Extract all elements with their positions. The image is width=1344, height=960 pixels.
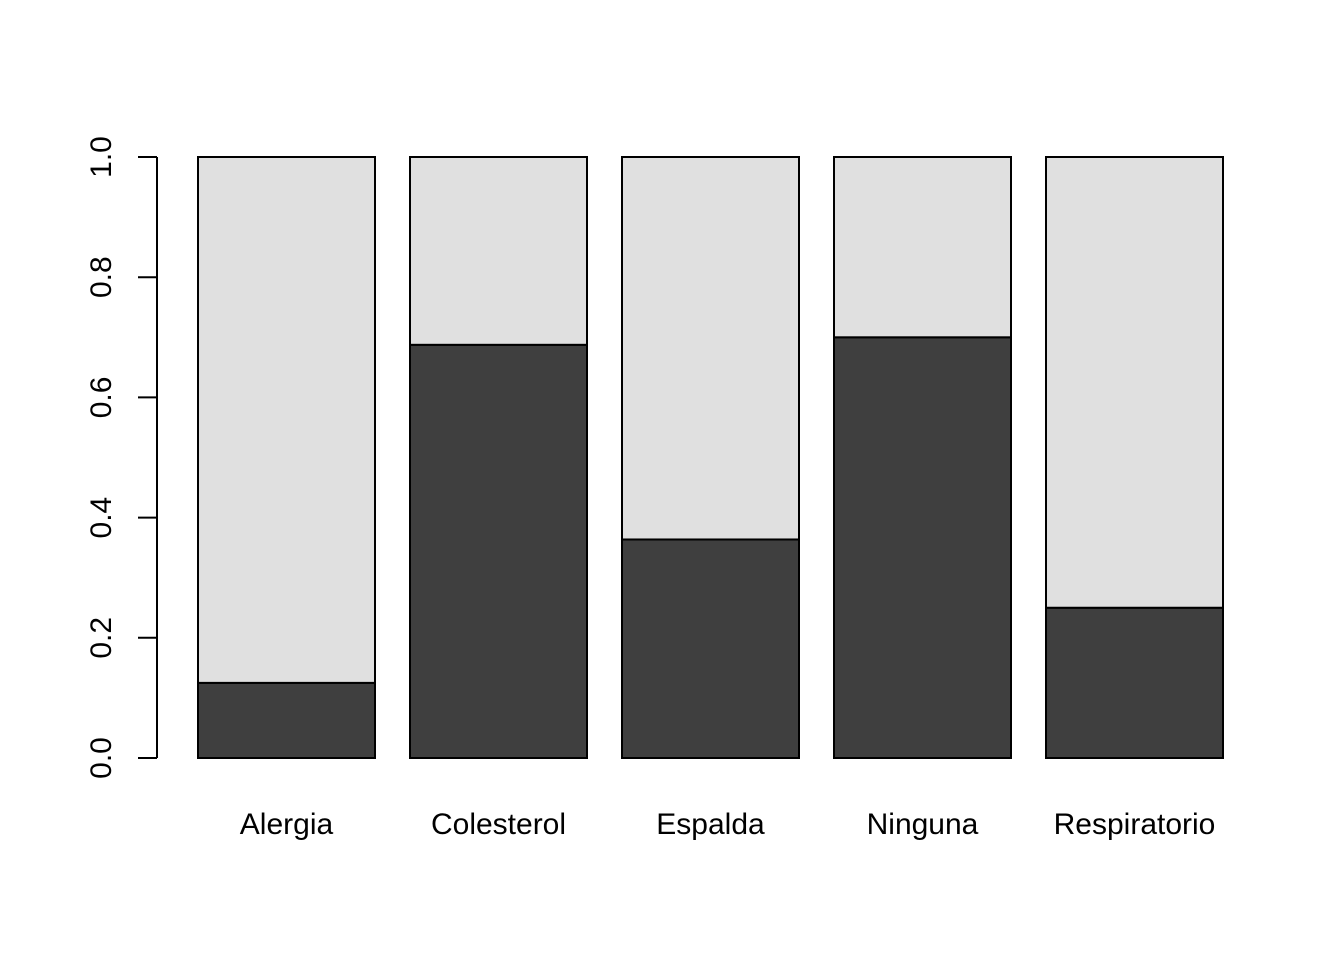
y-tick-label: 1.0	[85, 136, 118, 178]
bar-respiratorio-segment-1	[1045, 606, 1224, 759]
x-category-label: Ninguna	[867, 808, 979, 841]
x-category-label: Respiratorio	[1054, 808, 1216, 841]
bar-alergia-segment-2	[197, 156, 376, 684]
y-tick-label: 0.0	[85, 737, 118, 779]
bars-group	[197, 156, 1224, 759]
bar-alergia-segment-1	[197, 681, 376, 759]
y-tick-label: 0.4	[85, 497, 118, 539]
bar-colesterol-segment-1	[409, 343, 588, 759]
x-category-label: Alergia	[240, 808, 334, 841]
y-tick-label: 0.6	[85, 377, 118, 419]
bar-respiratorio-segment-2	[1045, 156, 1224, 609]
x-category-label: Colesterol	[431, 808, 566, 841]
y-tick-label: 0.8	[85, 256, 118, 298]
x-axis-labels: Alergia Colesterol Espalda Ninguna Respirato…	[240, 808, 1216, 841]
bar-espalda-segment-1	[621, 538, 800, 759]
bar-ninguna-segment-1	[833, 336, 1012, 759]
x-category-label: Espalda	[656, 808, 765, 841]
y-tick-label: 0.2	[85, 617, 118, 659]
bar-ninguna-segment-2	[833, 156, 1012, 339]
bar-colesterol-segment-2	[409, 156, 588, 346]
bar-espalda-segment-2	[621, 156, 800, 541]
y-axis: 0.0 0.2 0.4 0.6 0.8 1.0	[85, 136, 158, 779]
